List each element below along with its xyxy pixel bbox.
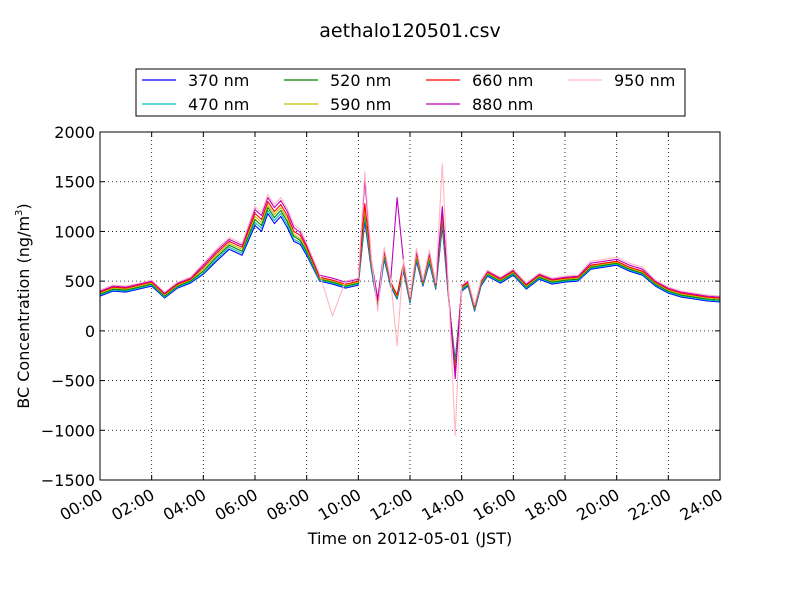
y-axis-label: BC Concentration (ng/m3) [14,203,33,408]
legend-label: 470 nm [188,95,249,114]
grid [100,132,720,480]
y-tick-label: 0 [85,322,95,341]
y-tick-label: −1500 [41,471,95,490]
y-axis-label-main: BC Concentration (ng/m [14,216,33,409]
legend-label: 880 nm [472,95,533,114]
legend-label: 660 nm [472,71,533,90]
legend-box [135,68,686,117]
y-tick-label: 500 [64,272,95,291]
y-tick-label: −500 [51,372,95,391]
axis-ticks [99,131,721,481]
series-lines [99,163,721,436]
y-axis-label-tail: ) [14,203,33,209]
y-tick-label: −1000 [41,421,95,440]
legend-label: 590 nm [330,95,391,114]
x-axis-label: Time on 2012-05-01 (JST) [307,529,512,548]
y-axis-label-sup: 3 [14,210,25,216]
legend-label: 520 nm [330,71,391,90]
legend-label: 370 nm [188,71,249,90]
series-line-950-nm [99,163,721,436]
y-tick-label: 1500 [54,173,95,192]
chart-title: aethalo120501.csv [319,20,501,42]
y-tick-label: 1000 [54,222,95,241]
y-tick-labels: −1500 −1000 −500 0 500 1000 1500 2000 [41,123,95,490]
y-tick-label: 2000 [54,123,95,142]
legend-label: 950 nm [614,71,675,90]
legend: 370 nm 470 nm 520 nm 590 nm 660 nm 880 nm 950 … [135,68,686,117]
